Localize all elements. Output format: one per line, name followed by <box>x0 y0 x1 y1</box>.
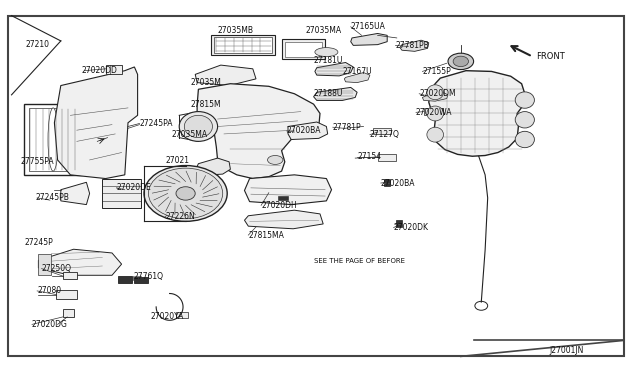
Text: 27020BA: 27020BA <box>287 126 321 135</box>
Text: FRONT: FRONT <box>536 52 565 61</box>
Text: 27020DG: 27020DG <box>32 320 68 329</box>
Text: 27080: 27080 <box>37 286 61 295</box>
Ellipse shape <box>515 112 534 128</box>
Text: 27020WA: 27020WA <box>416 108 452 117</box>
Ellipse shape <box>448 53 474 70</box>
Polygon shape <box>351 33 387 45</box>
Text: 27245PA: 27245PA <box>140 119 173 128</box>
Text: 27154: 27154 <box>357 153 381 161</box>
Ellipse shape <box>427 106 444 121</box>
Text: 27020DH: 27020DH <box>261 201 297 210</box>
Polygon shape <box>315 62 353 76</box>
Text: 27021: 27021 <box>165 156 189 165</box>
Ellipse shape <box>148 168 223 219</box>
Bar <box>63 309 74 317</box>
Bar <box>56 290 77 299</box>
Bar <box>176 312 188 318</box>
Text: 27020DD: 27020DD <box>82 66 118 75</box>
Text: 27165UA: 27165UA <box>351 22 385 31</box>
Text: 27035MA: 27035MA <box>306 26 342 35</box>
Text: 27167U: 27167U <box>342 67 372 76</box>
Text: 27245P: 27245P <box>24 238 53 247</box>
Bar <box>29 108 77 171</box>
Bar <box>424 108 443 115</box>
Text: 27020YA: 27020YA <box>150 312 184 321</box>
Polygon shape <box>195 158 230 176</box>
Polygon shape <box>61 182 90 205</box>
Bar <box>214 37 272 53</box>
Ellipse shape <box>48 108 58 171</box>
Text: 27815MA: 27815MA <box>248 231 284 240</box>
Text: 27781P: 27781P <box>333 123 362 132</box>
Bar <box>106 65 122 74</box>
Text: 27245PB: 27245PB <box>35 193 69 202</box>
Polygon shape <box>429 71 525 156</box>
Polygon shape <box>54 67 138 179</box>
Text: 27181U: 27181U <box>314 56 343 65</box>
Ellipse shape <box>427 85 444 100</box>
Bar <box>373 128 391 134</box>
Polygon shape <box>400 40 429 51</box>
Polygon shape <box>38 249 122 275</box>
Ellipse shape <box>515 92 534 108</box>
Text: 27020BA: 27020BA <box>381 179 415 187</box>
Polygon shape <box>288 122 328 140</box>
Ellipse shape <box>184 115 212 138</box>
Ellipse shape <box>515 131 534 148</box>
Polygon shape <box>195 65 256 86</box>
Ellipse shape <box>176 187 195 200</box>
Bar <box>285 42 322 57</box>
Bar <box>384 179 390 186</box>
Text: 27188U: 27188U <box>314 89 343 98</box>
Text: 27035M: 27035M <box>191 78 221 87</box>
Text: 27020DK: 27020DK <box>394 223 429 232</box>
Polygon shape <box>244 210 323 229</box>
Ellipse shape <box>475 301 488 310</box>
Text: 27127Q: 27127Q <box>370 130 400 139</box>
Text: 27250Q: 27250Q <box>42 264 72 273</box>
Bar <box>102 179 141 208</box>
Bar <box>134 277 148 283</box>
Ellipse shape <box>427 127 444 142</box>
Polygon shape <box>344 73 370 83</box>
Text: 27020DE: 27020DE <box>116 183 151 192</box>
Ellipse shape <box>315 48 338 57</box>
Ellipse shape <box>453 56 468 67</box>
Text: SEE THE PAGE OF BEFORE: SEE THE PAGE OF BEFORE <box>314 258 404 264</box>
Bar <box>38 254 51 275</box>
Text: 27155P: 27155P <box>422 67 451 76</box>
Bar <box>211 35 275 55</box>
Text: 27035MB: 27035MB <box>218 26 253 35</box>
Ellipse shape <box>179 112 218 141</box>
Bar <box>118 276 132 283</box>
Ellipse shape <box>268 155 283 164</box>
Bar <box>63 272 77 279</box>
Text: 27035MA: 27035MA <box>172 130 207 139</box>
Bar <box>278 196 288 200</box>
Text: 27226N: 27226N <box>165 212 195 221</box>
Text: J27001JN: J27001JN <box>549 346 584 355</box>
Bar <box>24 104 82 175</box>
Polygon shape <box>422 92 448 101</box>
Polygon shape <box>197 84 320 179</box>
Ellipse shape <box>144 166 227 221</box>
Text: 27210: 27210 <box>26 40 50 49</box>
Polygon shape <box>314 87 357 100</box>
Bar <box>396 220 402 227</box>
Text: 27020DM: 27020DM <box>419 89 456 98</box>
Text: 27761Q: 27761Q <box>133 272 163 280</box>
Text: 27781PB: 27781PB <box>396 41 429 50</box>
Bar <box>282 39 325 59</box>
Bar <box>378 154 396 161</box>
Polygon shape <box>244 175 332 205</box>
Text: 27755PA: 27755PA <box>20 157 54 166</box>
Text: 27815M: 27815M <box>191 100 221 109</box>
